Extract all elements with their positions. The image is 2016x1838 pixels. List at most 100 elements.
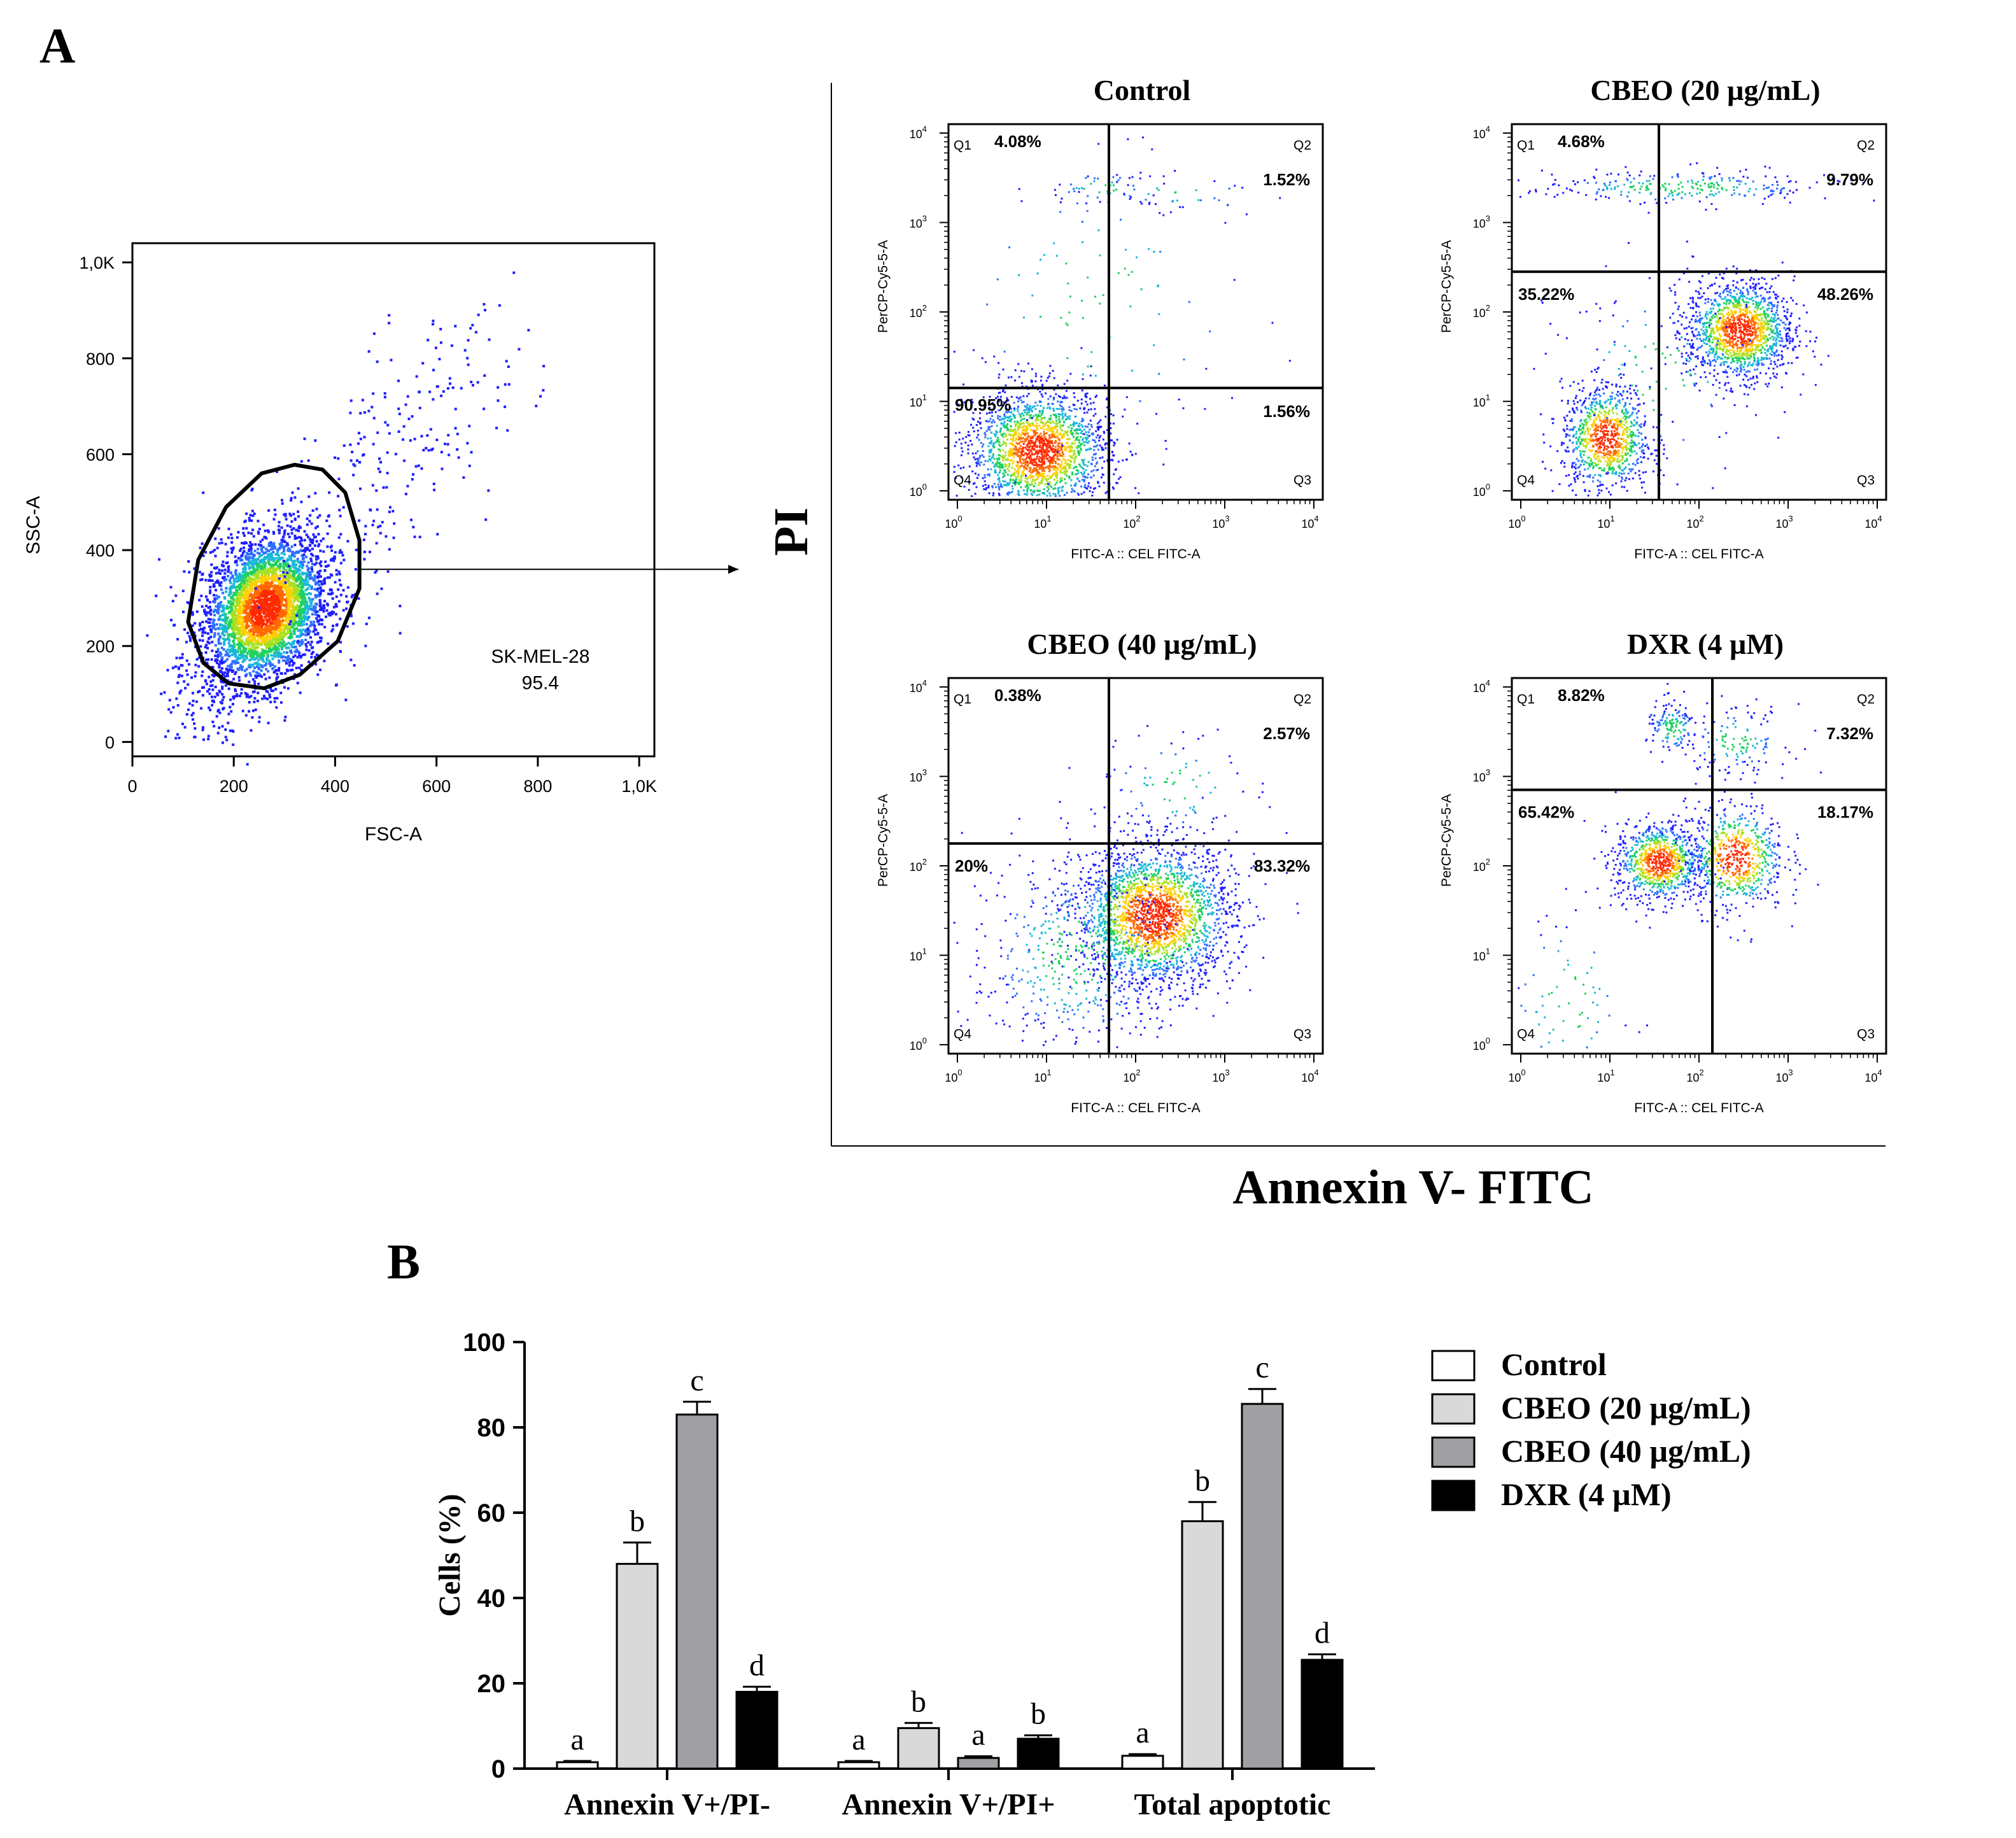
event-dot — [271, 567, 274, 570]
event-dot — [388, 548, 391, 551]
event-dot — [1034, 461, 1037, 463]
event-dot — [971, 452, 974, 455]
event-dot — [276, 600, 279, 604]
event-dot — [329, 614, 332, 617]
event-dot — [275, 556, 278, 560]
event-dot — [1095, 453, 1097, 455]
event-dot — [213, 674, 216, 677]
event-dot — [274, 547, 277, 550]
event-dot — [282, 565, 285, 569]
event-dot — [1034, 380, 1037, 383]
event-dot — [241, 653, 244, 656]
event-dot — [1017, 451, 1019, 453]
event-dot — [225, 590, 228, 593]
event-dot — [302, 628, 305, 632]
event-dot — [1059, 427, 1062, 429]
event-dot — [1048, 437, 1051, 440]
event-dot — [268, 635, 271, 639]
event-dot — [248, 710, 251, 713]
event-dot — [368, 616, 371, 619]
event-dot — [239, 549, 242, 552]
event-dot — [1075, 455, 1078, 458]
event-dot — [301, 572, 304, 576]
event-dot — [1037, 470, 1040, 473]
event-dot — [234, 607, 237, 611]
event-dot — [267, 588, 271, 591]
event-dot — [241, 541, 244, 544]
event-dot — [220, 569, 223, 572]
event-dot — [990, 456, 993, 459]
event-dot — [985, 488, 987, 491]
event-dot — [326, 545, 329, 548]
event-dot — [294, 583, 297, 586]
event-dot — [290, 632, 293, 635]
event-dot — [237, 646, 240, 649]
event-dot — [466, 442, 469, 445]
event-dot — [266, 643, 269, 646]
event-dot — [307, 641, 310, 644]
event-dot — [1015, 442, 1018, 444]
event-dot — [258, 663, 261, 667]
event-dot — [278, 661, 281, 664]
event-dot — [1022, 441, 1024, 443]
event-dot — [1068, 426, 1070, 428]
event-dot — [237, 668, 241, 672]
event-dot — [236, 590, 239, 593]
event-dot — [1012, 462, 1014, 465]
event-dot — [961, 476, 963, 479]
event-dot — [275, 574, 278, 577]
event-dot — [980, 461, 982, 463]
event-dot — [338, 509, 341, 512]
event-dot — [1030, 414, 1033, 416]
event-dot — [282, 635, 285, 638]
event-dot — [1017, 429, 1019, 432]
event-dot — [997, 478, 999, 481]
event-dot — [280, 498, 283, 502]
event-dot — [1058, 418, 1061, 421]
event-dot — [298, 635, 301, 639]
event-dot — [244, 597, 248, 600]
event-dot — [248, 650, 251, 653]
event-dot — [255, 622, 258, 625]
event-dot — [1052, 455, 1055, 458]
event-dot — [302, 612, 306, 615]
event-dot — [285, 623, 288, 626]
event-dot — [337, 457, 340, 460]
event-dot — [1023, 493, 1026, 495]
event-dot — [1027, 362, 1030, 365]
event-dot — [1015, 430, 1017, 433]
event-dot — [191, 691, 194, 695]
event-dot — [303, 530, 306, 533]
event-dot — [207, 618, 210, 621]
event-dot — [506, 429, 509, 432]
event-dot — [323, 600, 327, 603]
event-dot — [1024, 446, 1027, 449]
event-dot — [1012, 428, 1015, 431]
event-dot — [220, 541, 223, 544]
event-dot — [391, 509, 395, 513]
event-dot — [1074, 465, 1076, 468]
event-dot — [267, 542, 271, 546]
event-dot — [318, 562, 321, 565]
event-dot — [1089, 486, 1092, 489]
event-dot — [245, 654, 248, 658]
event-dot — [280, 586, 283, 589]
event-dot — [188, 570, 191, 574]
event-dot — [998, 488, 1001, 491]
event-dot — [181, 656, 184, 660]
event-dot — [283, 651, 286, 654]
event-dot — [227, 570, 230, 573]
event-dot — [297, 487, 300, 490]
event-dot — [999, 449, 1001, 451]
event-dot — [234, 555, 237, 558]
event-dot — [1065, 442, 1068, 444]
event-dot — [231, 623, 234, 626]
event-dot — [263, 566, 266, 569]
event-dot — [227, 565, 230, 568]
event-dot — [1073, 425, 1075, 427]
event-dot — [266, 590, 269, 593]
event-dot — [229, 633, 232, 637]
event-dot — [310, 565, 313, 569]
event-dot — [402, 425, 405, 428]
event-dot — [260, 615, 264, 618]
